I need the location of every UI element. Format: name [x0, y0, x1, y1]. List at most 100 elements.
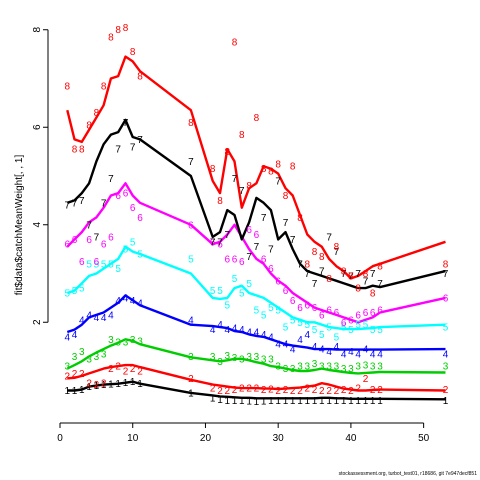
obs-point-2: 2: [188, 374, 194, 385]
obs-point-7: 7: [334, 247, 340, 258]
obs-point-6: 6: [188, 220, 194, 231]
obs-point-1: 1: [108, 380, 114, 391]
obs-point-8: 8: [123, 23, 129, 34]
obs-point-4: 4: [65, 332, 71, 343]
obs-point-5: 5: [130, 237, 136, 248]
obs-point-8: 8: [268, 167, 274, 178]
fitted-line-5: [66, 245, 446, 331]
obs-point-7: 7: [79, 196, 85, 207]
obs-point-4: 4: [312, 342, 318, 353]
obs-point-4: 4: [232, 324, 238, 335]
obs-point-6: 6: [261, 254, 267, 265]
obs-point-5: 5: [319, 330, 325, 341]
obs-point-5: 5: [65, 289, 71, 300]
obs-point-5: 5: [72, 286, 78, 297]
obs-point-7: 7: [305, 269, 311, 280]
obs-point-5: 5: [297, 318, 303, 329]
obs-point-6: 6: [65, 240, 71, 251]
obs-point-8: 8: [65, 81, 71, 92]
obs-point-8: 8: [254, 113, 260, 124]
obs-point-1: 1: [246, 397, 252, 408]
obs-point-7: 7: [94, 232, 100, 243]
obs-point-6: 6: [377, 306, 383, 317]
fitted-line-2: [67, 363, 446, 392]
obs-point-4: 4: [334, 342, 340, 353]
obs-point-1: 1: [341, 396, 347, 407]
obs-point-7: 7: [326, 232, 332, 243]
obs-point-3: 3: [297, 362, 303, 373]
obs-point-1: 1: [115, 379, 121, 390]
obs-point-5: 5: [363, 320, 369, 331]
obs-point-6: 6: [443, 293, 449, 304]
obs-point-5: 5: [86, 259, 92, 270]
obs-point-4: 4: [130, 296, 136, 307]
fitted-line-7: [66, 118, 446, 290]
obs-point-8: 8: [137, 72, 143, 83]
obs-point-2: 2: [275, 386, 281, 397]
obs-point-7: 7: [297, 259, 303, 270]
obs-point-8: 8: [232, 37, 238, 48]
obs-point-6: 6: [326, 306, 332, 317]
obs-point-1: 1: [443, 396, 449, 407]
obs-point-5: 5: [254, 306, 260, 317]
obs-point-8: 8: [72, 145, 78, 156]
obs-point-8: 8: [86, 120, 92, 131]
obs-point-4: 4: [341, 349, 347, 360]
obs-point-8: 8: [370, 289, 376, 300]
obs-point-7: 7: [225, 230, 231, 241]
obs-point-6: 6: [305, 301, 311, 312]
obs-point-5: 5: [137, 250, 143, 261]
obs-point-7: 7: [72, 198, 78, 209]
obs-point-4: 4: [115, 296, 121, 307]
obs-point-6: 6: [341, 318, 347, 329]
obs-point-8: 8: [355, 284, 361, 295]
obs-point-5: 5: [377, 325, 383, 336]
obs-point-2: 2: [268, 385, 274, 396]
obs-point-7: 7: [377, 279, 383, 290]
obs-point-6: 6: [101, 240, 107, 251]
obs-point-8: 8: [210, 164, 216, 175]
obs-point-8: 8: [217, 196, 223, 207]
obs-point-8: 8: [275, 159, 281, 170]
obs-point-4: 4: [108, 310, 114, 321]
obs-point-3: 3: [341, 364, 347, 375]
obs-point-7: 7: [101, 198, 107, 209]
obs-point-8: 8: [108, 33, 114, 44]
obs-point-2: 2: [319, 386, 325, 397]
obs-point-7: 7: [341, 269, 347, 280]
obs-point-8: 8: [348, 271, 354, 282]
obs-point-1: 1: [305, 396, 311, 407]
obs-point-1: 1: [261, 397, 267, 408]
obs-point-7: 7: [312, 279, 318, 290]
obs-point-6: 6: [210, 237, 216, 248]
obs-point-4: 4: [101, 313, 107, 324]
y-axis-title: fit$data$catchMeanWeight[, , 1]: [14, 155, 25, 296]
obs-point-6: 6: [334, 308, 340, 319]
obs-point-1: 1: [225, 396, 231, 407]
obs-point-1: 1: [319, 396, 325, 407]
obs-point-7: 7: [261, 213, 267, 224]
obs-point-2: 2: [210, 384, 216, 395]
obs-point-3: 3: [319, 362, 325, 373]
obs-point-6: 6: [275, 276, 281, 287]
obs-point-1: 1: [334, 396, 340, 407]
obs-point-2: 2: [94, 380, 100, 391]
obs-point-2: 2: [443, 385, 449, 396]
obs-point-3: 3: [188, 352, 194, 363]
obs-point-1: 1: [217, 395, 223, 406]
obs-point-6: 6: [217, 240, 223, 251]
obs-point-6: 6: [290, 296, 296, 307]
obs-point-5: 5: [370, 325, 376, 336]
obs-point-1: 1: [377, 396, 383, 407]
obs-point-4: 4: [225, 325, 231, 336]
obs-point-1: 1: [86, 382, 92, 393]
obs-point-3: 3: [137, 336, 143, 347]
obs-point-5: 5: [108, 259, 114, 270]
obs-point-2: 2: [239, 384, 245, 395]
obs-point-4: 4: [355, 349, 361, 360]
obs-point-8: 8: [377, 262, 383, 273]
obs-point-7: 7: [443, 269, 449, 280]
obs-point-5: 5: [290, 315, 296, 326]
obs-point-7: 7: [239, 186, 245, 197]
